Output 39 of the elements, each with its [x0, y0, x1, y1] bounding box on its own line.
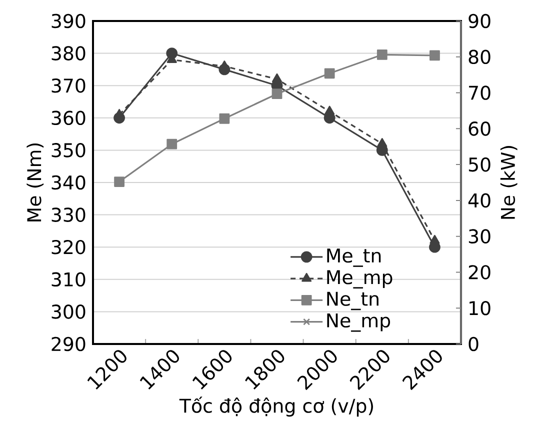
y2-tick-label: 90	[468, 14, 490, 28]
y2-tick-label: 50	[468, 157, 490, 172]
point	[324, 68, 335, 79]
y-tick-label: 350	[52, 143, 86, 158]
point	[272, 88, 282, 100]
y2-tick-label: 70	[469, 86, 490, 100]
point	[430, 50, 440, 61]
y2-tick-label: 10	[470, 300, 490, 316]
y-tick-label: 300	[52, 304, 86, 319]
y2-tick-label: 40	[468, 193, 490, 208]
y-tick-label: 390	[52, 14, 86, 28]
point	[166, 138, 178, 150]
legend-label: Me_mp	[327, 270, 392, 289]
point	[114, 176, 124, 187]
y-tick-label: 340	[52, 175, 86, 190]
y-tick-label: 370	[52, 78, 86, 93]
point	[272, 73, 282, 82]
y2-tick-label: 80	[468, 50, 490, 64]
point	[377, 138, 388, 147]
x-axis-title: Tốc độ động cơ (v/p)	[179, 396, 373, 417]
legend-label: Me_tn	[327, 248, 381, 267]
y2-tick-label: 60	[468, 122, 490, 136]
y2-axis-title: Ne (kW)	[500, 146, 518, 219]
point	[430, 234, 440, 244]
point	[376, 50, 388, 60]
y2-tick-label: 20	[468, 265, 490, 280]
y2-tick-label: 0	[468, 336, 478, 352]
y2-tick-label: 30	[468, 229, 490, 244]
point	[324, 106, 335, 115]
y-axis-title: Me (Nm)	[26, 143, 44, 222]
point	[219, 113, 230, 124]
legend-label: Ne_tn	[327, 292, 378, 310]
y-tick-label: 330	[52, 208, 86, 222]
y-tick-label: 320	[52, 240, 86, 254]
y-tick-label: 380	[52, 46, 86, 60]
legend-label: Ne_mp	[327, 313, 390, 332]
y-tick-label: 290	[52, 336, 86, 352]
y-tick-label: 360	[52, 110, 86, 126]
y-tick-label: 310	[52, 272, 86, 287]
